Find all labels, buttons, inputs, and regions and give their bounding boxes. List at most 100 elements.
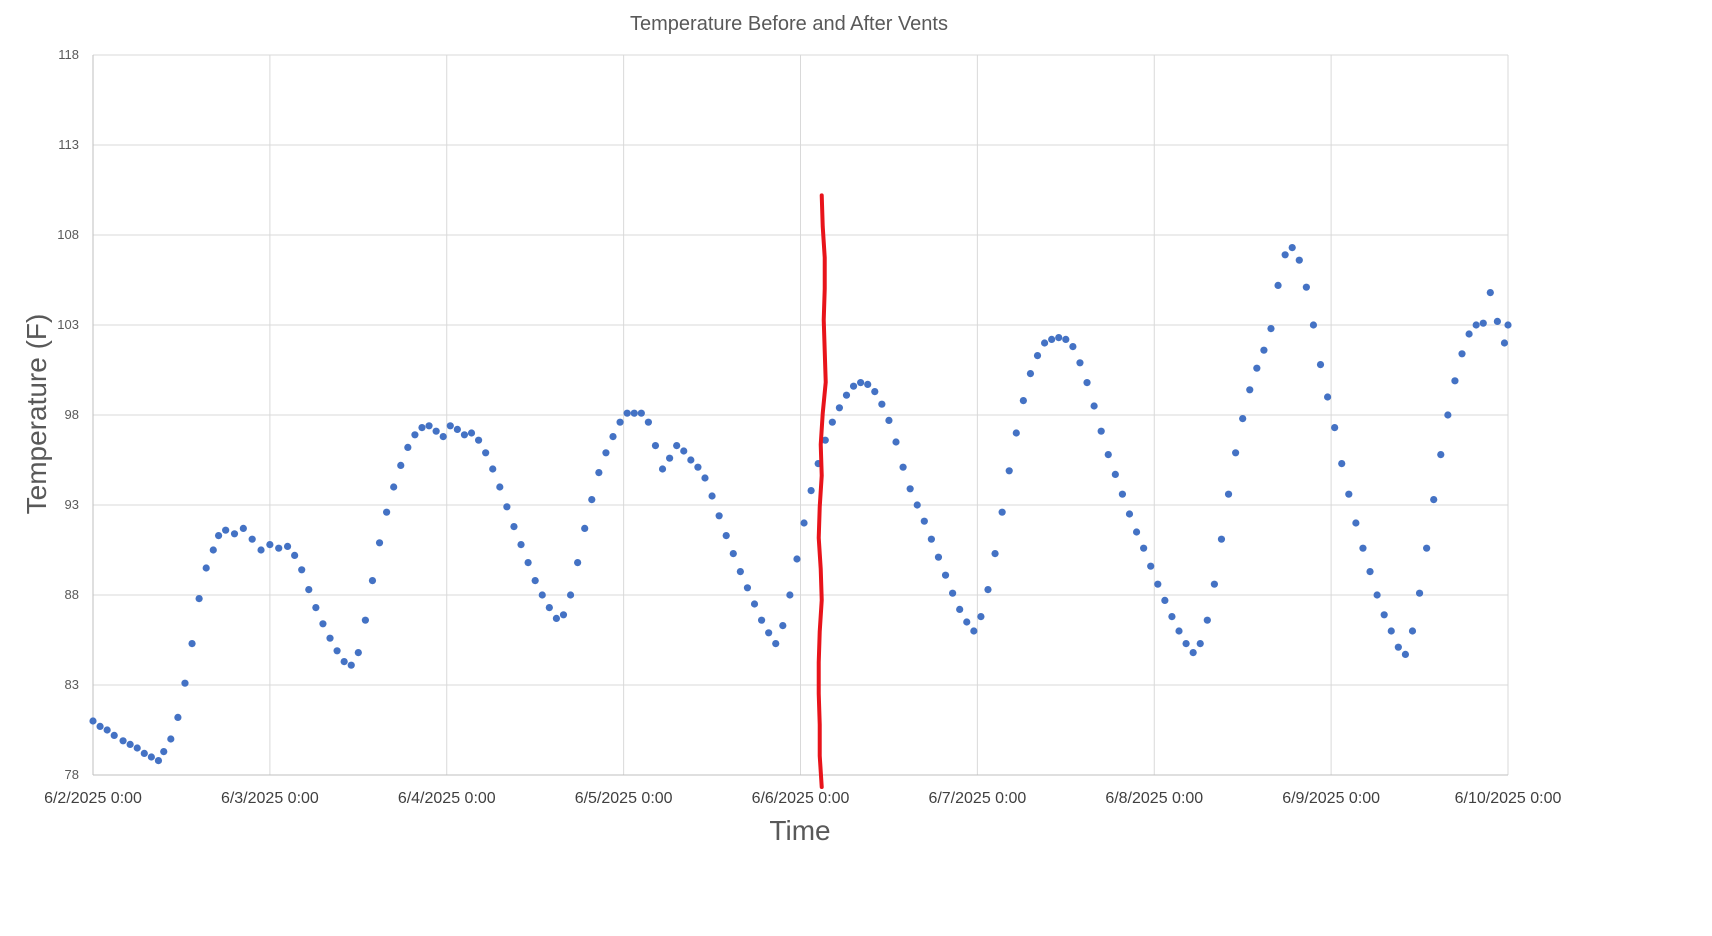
data-point [899,463,907,471]
data-point [1062,335,1070,343]
x-tick-label: 6/8/2025 0:00 [1105,790,1203,807]
x-tick-label: 6/6/2025 0:00 [752,790,850,807]
data-point [1210,580,1218,588]
data-point [181,679,189,687]
data-point [1493,317,1501,325]
x-tick-label: 6/3/2025 0:00 [221,790,319,807]
data-point [1387,627,1395,635]
data-point [892,438,900,446]
data-point [616,418,624,426]
data-point [552,614,561,623]
data-point [729,550,737,558]
data-point [934,553,943,561]
data-point [1090,402,1098,410]
data-point [446,422,454,430]
data-point [1423,544,1431,552]
data-point [453,425,461,433]
data-point [1125,510,1134,518]
data-point [673,442,681,450]
y-tick-label: 88 [65,587,79,602]
y-tick-label: 93 [65,497,79,512]
data-point [984,586,992,594]
data-point [1005,467,1013,475]
data-point [757,616,766,624]
data-point [1083,379,1091,387]
data-point [1444,411,1452,419]
data-point [517,541,525,549]
data-point [1415,589,1424,597]
data-point [257,546,265,554]
data-point [807,487,815,495]
data-point [991,550,999,558]
data-point [510,523,518,531]
data-point [248,535,256,543]
data-point [1458,350,1466,358]
data-point [1430,496,1438,504]
data-point [230,530,239,538]
data-point [298,566,306,574]
data-point [1069,343,1077,351]
data-point [701,474,709,482]
data-point [1479,319,1487,327]
data-point [214,532,223,540]
data-point [694,463,702,471]
data-point [340,658,348,666]
data-point [167,735,175,743]
data-point [1147,562,1155,570]
data-point [1161,596,1169,605]
data-point [743,584,752,592]
data-point [963,618,971,626]
data-point [1316,361,1325,369]
data-point [842,391,851,399]
data-point [1154,580,1162,588]
data-point [864,380,872,388]
data-point [920,517,928,525]
data-point [885,416,893,424]
data-point [1380,611,1388,619]
data-point [750,600,759,608]
data-point [998,508,1006,516]
data-point [644,418,652,426]
data-point [1182,640,1190,648]
vent-marker-line [816,193,828,789]
data-point [404,443,412,451]
data-point [411,431,419,439]
data-point [857,379,865,387]
data-point [871,388,879,396]
data-point [722,532,730,540]
data-point [1217,535,1226,543]
data-point [305,586,313,594]
data-point [1504,321,1512,329]
data-point [96,722,104,731]
data-point [188,640,196,648]
data-point [949,589,957,597]
data-point [1352,519,1360,527]
data-point [588,496,596,504]
data-point [602,449,610,457]
data-point [1366,568,1374,576]
x-tick-label: 6/2/2025 0:00 [44,790,142,807]
data-point [133,744,141,752]
y-tick-label: 113 [58,137,79,152]
data-point [637,409,645,417]
y-tick-label: 108 [57,227,79,242]
data-point [347,661,355,669]
data-point [147,753,155,761]
data-point [581,524,589,533]
data-point [1465,330,1473,338]
data-point [956,605,964,614]
data-point [1451,377,1459,385]
data-point [835,404,844,412]
data-point [786,591,794,599]
data-point [772,640,780,648]
data-point [623,409,631,417]
data-point [103,726,111,734]
data-point [368,577,377,585]
data-point [266,541,274,549]
data-point [460,431,469,439]
axes [92,55,1508,776]
data-point [1168,613,1176,621]
x-tick-label: 6/5/2025 0:00 [575,790,673,807]
data-point [439,433,447,441]
